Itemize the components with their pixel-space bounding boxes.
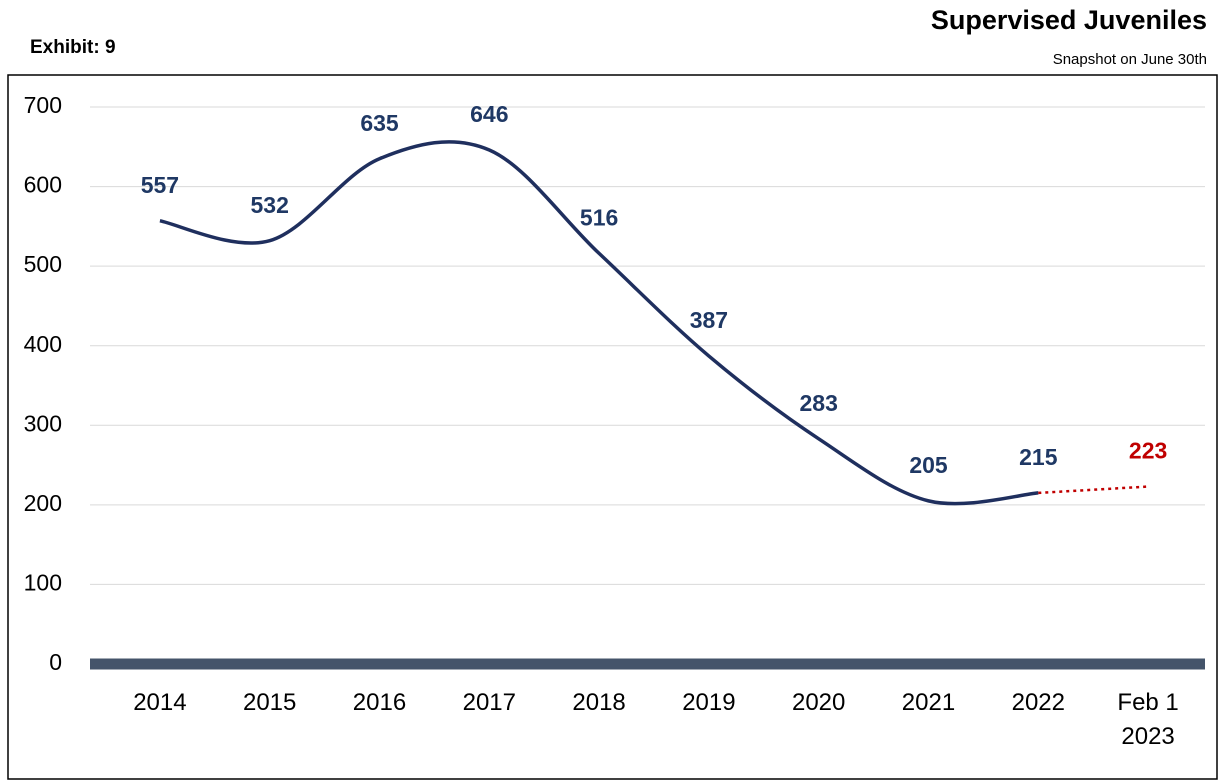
x-tick-label: 2019 bbox=[682, 689, 736, 716]
x-tick-label: 2016 bbox=[352, 689, 407, 716]
frame bbox=[7, 74, 1218, 780]
line bbox=[159, 140, 1039, 506]
data-label: 223 bbox=[1129, 438, 1167, 464]
projection-line bbox=[1038, 485, 1149, 495]
x-tick-label: 2022 bbox=[1011, 689, 1065, 716]
chart-title: Supervised Juveniles bbox=[931, 5, 1207, 35]
x-tick-label: 2018 bbox=[572, 689, 626, 716]
data-label: 283 bbox=[800, 390, 838, 416]
y-tick-label: 400 bbox=[24, 331, 62, 357]
x-tick-label: 2014 bbox=[133, 689, 187, 716]
y-tick-label: 300 bbox=[24, 410, 62, 436]
chart-subtitle: Snapshot on June 30th bbox=[1053, 51, 1207, 68]
x-tick-label: Feb 1 2023 bbox=[1117, 689, 1179, 750]
x-tick-label: 2017 bbox=[462, 689, 516, 716]
exhibit: Exhibit: 9 bbox=[30, 37, 116, 58]
data-label: 532 bbox=[251, 192, 289, 218]
x-tick-label: 2021 bbox=[901, 689, 956, 716]
y-tick-label: 100 bbox=[24, 570, 62, 596]
data-label: 516 bbox=[580, 204, 618, 230]
data-label: 557 bbox=[141, 172, 179, 198]
data-label: 635 bbox=[360, 110, 399, 136]
data-label: 646 bbox=[470, 101, 508, 127]
y-tick-label: 0 bbox=[49, 649, 62, 675]
y-tick-label: 200 bbox=[24, 490, 62, 516]
x-tick-label: 2020 bbox=[791, 689, 846, 716]
data-label: 387 bbox=[690, 307, 728, 333]
data-label: 205 bbox=[909, 452, 948, 478]
data-label: 215 bbox=[1019, 444, 1058, 470]
x-tick-label: 2015 bbox=[242, 689, 297, 716]
y-tick-label: 500 bbox=[24, 251, 62, 277]
y-tick-label: 600 bbox=[24, 172, 62, 198]
y-tick-label: 700 bbox=[24, 92, 62, 118]
